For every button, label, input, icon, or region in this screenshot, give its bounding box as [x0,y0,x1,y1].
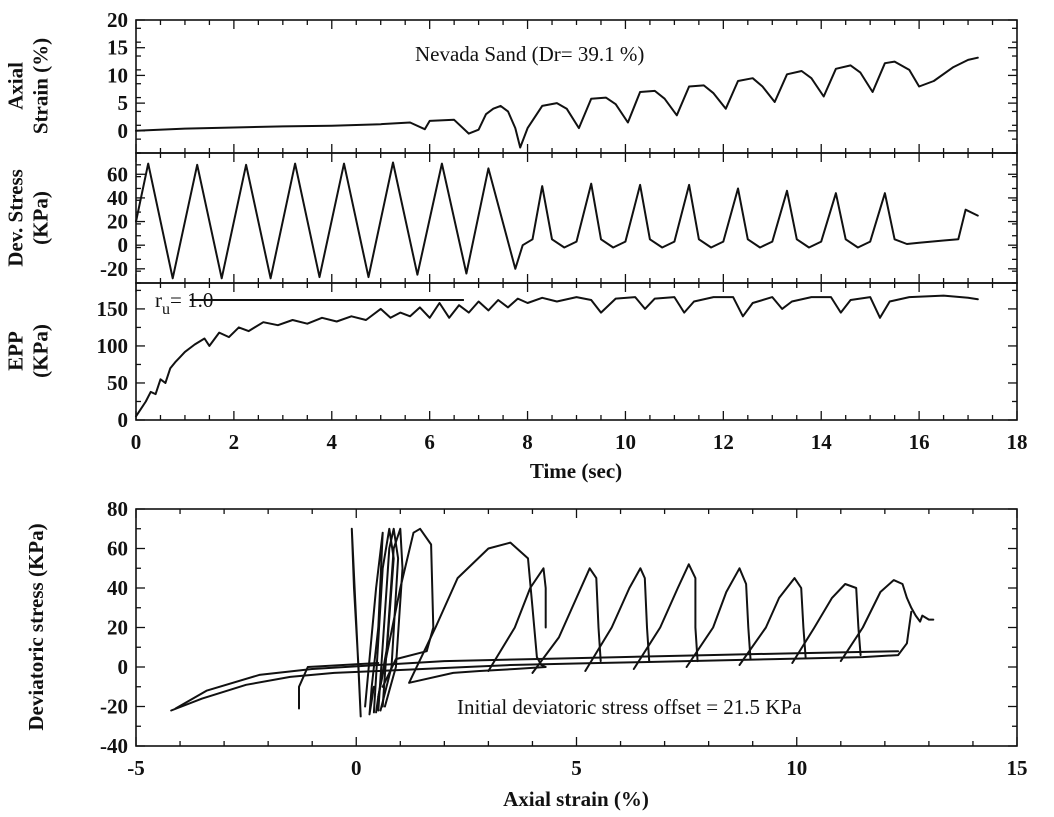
ylabel-group: Axial Strain (%) [4,38,53,134]
deviatoric-stress-vs-axial-strain-series-17 [839,579,935,663]
deviatoric-stress-vs-axial-strain-ytick-label: 40 [107,576,128,600]
deviatoric-stress-vs-axial-strain-xtick-label: 5 [571,756,582,780]
x-axis-title-strain: Axial strain (%) [503,787,649,811]
axial-strain-vs-time-ytick-label: 0 [118,119,129,143]
ylabel-group: Dev. Stress (KPa) [4,169,53,267]
deviatoric-stress-vs-time-ytick-label: 40 [107,186,128,210]
deviatoric-stress-vs-time-ytick-label: 20 [107,210,128,234]
deviatoric-stress-vs-axial-strain-series-16 [791,583,862,664]
ru-value: = 1.0 [170,288,213,312]
y-axis-title: (KPa) [29,191,53,245]
axial-strain-vs-time-frame [135,19,1018,154]
axial-strain-vs-time-ytick-label: 20 [107,8,128,32]
deviatoric-stress-vs-axial-strain-ytick-label: 20 [107,616,128,640]
deviatoric-stress-vs-axial-strain-series-11 [531,567,602,674]
y-axis-title: Axial [4,62,28,110]
deviatoric-stress-vs-time-ytick-label: -20 [100,257,128,281]
excess-pore-pressure-vs-time-xtick-label: 4 [327,430,338,454]
deviatoric-stress-vs-axial-strain-xtick-label: -5 [127,756,145,780]
deviatoric-stress-vs-axial-strain-series-12 [584,567,651,672]
deviatoric-stress-vs-time-ytick-label: 0 [118,233,129,257]
deviatoric-stress-vs-axial-strain-xtick-label: 10 [786,756,807,780]
ru-symbol: r [155,288,162,312]
excess-pore-pressure-vs-time-xtick-label: 8 [522,430,533,454]
deviatoric-stress-vs-axial-strain-series-14 [685,567,752,668]
excess-pore-pressure-vs-time-ytick-label: 50 [107,371,128,395]
deviatoric-stress-vs-axial-strain-series-15 [738,577,807,666]
deviatoric-stress-vs-axial-strain-series-8 [174,650,900,710]
excess-pore-pressure-vs-time-ytick-label: 150 [97,297,129,321]
excess-pore-pressure-vs-time-series-0 [135,294,979,418]
excess-pore-pressure-vs-time-ytick-label: 0 [118,408,129,432]
axial-strain-vs-time-series-0 [135,56,979,149]
deviatoric-stress-vs-axial-strain-series-6 [298,662,380,710]
deviatoric-stress-vs-axial-strain-ytick-label: -40 [100,734,128,758]
x-axis-title-time: Time (sec) [530,459,622,483]
axial-strain-vs-time-ytick-label: 10 [107,63,128,87]
offset-annotation: Initial deviatoric stress offset = 21.5 … [457,695,802,719]
excess-pore-pressure-vs-time-xtick-label: 2 [229,430,240,454]
deviatoric-stress-vs-axial-strain-ytick-label: -20 [100,695,128,719]
axial-strain-vs-time-ytick-label: 15 [107,36,128,60]
deviatoric-stress-vs-axial-strain-series-7 [170,610,913,712]
deviatoric-stress-vs-axial-strain-series-0 [350,527,362,718]
deviatoric-stress-vs-axial-strain-series-13 [632,563,699,670]
excess-pore-pressure-vs-time-xtick-label: 12 [713,430,734,454]
ylabel-group: EPP (KPa) [4,324,53,378]
y-axis-title: Deviatoric stress (KPa) [24,523,48,730]
y-axis-title: Strain (%) [29,38,53,134]
deviatoric-stress-vs-axial-strain-xtick-label: 0 [351,756,362,780]
deviatoric-stress-vs-axial-strain-series-9 [408,541,547,684]
deviatoric-stress-vs-axial-strain-xtick-label: 15 [1007,756,1028,780]
deviatoric-stress-vs-time-series-0 [135,161,979,280]
curve-layer [135,56,979,718]
ylabel-group: Deviatoric stress (KPa) [24,523,48,730]
axial-strain-vs-time-ytick-label: 5 [118,91,129,115]
y-axis-title: Dev. Stress [4,169,28,267]
material-annotation: Nevada Sand (Dr= 39.1 %) [415,42,644,66]
deviatoric-stress-vs-axial-strain-series-4 [381,527,404,708]
deviatoric-stress-vs-axial-strain-series-5 [377,527,435,698]
excess-pore-pressure-vs-time-xtick-label: 14 [811,430,833,454]
deviatoric-stress-vs-axial-strain-ytick-label: 80 [107,497,128,521]
excess-pore-pressure-vs-time-ytick-label: 100 [97,334,129,358]
excess-pore-pressure-vs-time-xtick-label: 16 [909,430,930,454]
deviatoric-stress-vs-axial-strain-ytick-label: 0 [118,655,129,679]
excess-pore-pressure-vs-time-xtick-label: 6 [424,430,435,454]
deviatoric-stress-vs-time-ytick-label: 60 [107,162,128,186]
excess-pore-pressure-vs-time-xtick-label: 18 [1007,430,1028,454]
ru-subscript: u [162,301,170,318]
y-axis-title: EPP [4,331,28,371]
excess-pore-pressure-vs-time-xtick-label: 0 [131,430,142,454]
axes-layer [135,19,1018,747]
y-axis-title: (KPa) [29,324,53,378]
ru-annotation: ru= 1.0 [155,288,213,318]
excess-pore-pressure-vs-time-xtick-label: 10 [615,430,636,454]
deviatoric-stress-vs-axial-strain-ytick-label: 60 [107,537,128,561]
deviatoric-stress-vs-axial-strain-series-10 [487,567,547,672]
excess-pore-pressure-vs-time-frame [135,282,1018,421]
